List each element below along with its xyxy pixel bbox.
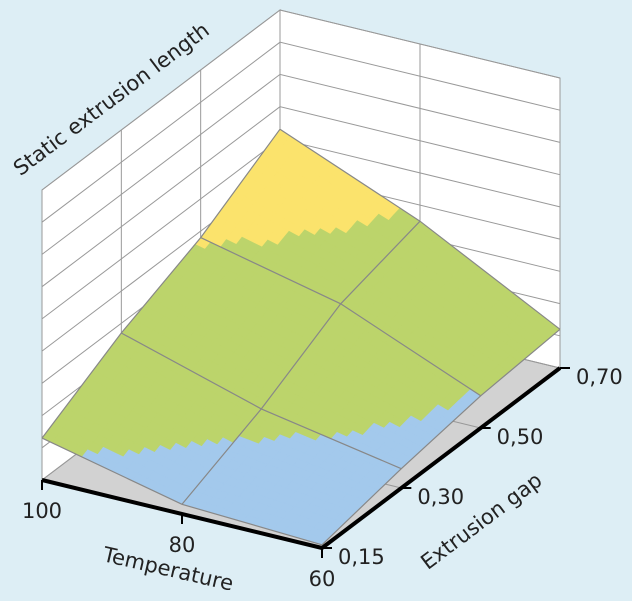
y-axis [320, 366, 562, 550]
surface-line [181, 220, 421, 505]
surface-line [321, 328, 561, 546]
x-tick-label: 60 [309, 567, 336, 591]
surface-line [41, 128, 281, 439]
x-tick-label: 100 [22, 499, 62, 523]
y-tick-label: 0,30 [417, 485, 464, 509]
y-tick-label: 0,15 [338, 545, 385, 569]
y-tick-label: 0,70 [576, 365, 623, 389]
y-tick-label: 0,50 [497, 425, 544, 449]
x-tick-label: 80 [169, 533, 196, 557]
